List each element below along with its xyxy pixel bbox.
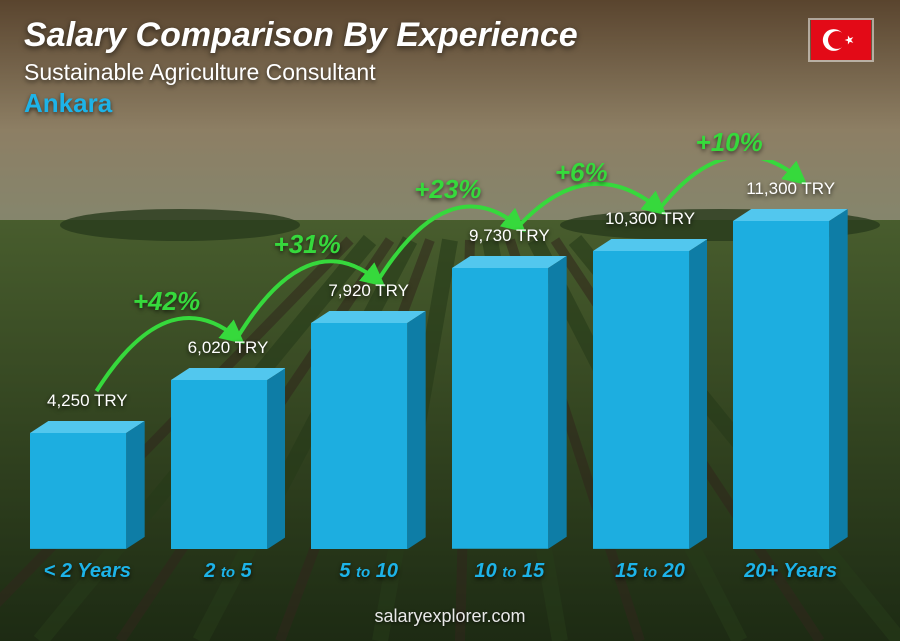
location: Ankara xyxy=(24,88,876,119)
x-axis-label: 10 to 15 xyxy=(452,560,567,583)
bar-value-label: 7,920 TRY xyxy=(328,281,409,301)
title: Salary Comparison By Experience xyxy=(24,16,876,55)
bar xyxy=(171,368,286,549)
bars-container: 4,250 TRY 6,020 TRY 7,920 TRY 9,730 TRY … xyxy=(30,160,848,549)
footer-credit: salaryexplorer.com xyxy=(0,606,900,627)
increase-percent: +6% xyxy=(555,157,608,188)
bar-value-label: 9,730 TRY xyxy=(469,226,550,246)
increase-percent: +31% xyxy=(274,229,341,260)
bar-value-label: 6,020 TRY xyxy=(188,338,269,358)
x-axis-label: 2 to 5 xyxy=(171,560,286,583)
bar-wrap: 6,020 TRY xyxy=(171,160,286,549)
increase-percent: +23% xyxy=(414,174,481,205)
bar xyxy=(593,239,708,549)
x-axis-label: 20+ Years xyxy=(733,560,848,583)
bar-value-label: 4,250 TRY xyxy=(47,391,128,411)
flag-icon xyxy=(808,18,874,62)
header: Salary Comparison By Experience Sustaina… xyxy=(24,16,876,119)
bar xyxy=(30,421,145,549)
subtitle: Sustainable Agriculture Consultant xyxy=(24,59,876,86)
bar xyxy=(452,256,567,549)
bar-wrap: 4,250 TRY xyxy=(30,160,145,549)
bar xyxy=(311,311,426,549)
bar-wrap: 11,300 TRY xyxy=(733,160,848,549)
x-axis-labels: < 2 Years 2 to 5 5 to 10 10 to 15 15 to 20 20… xyxy=(30,560,848,583)
bar-value-label: 11,300 TRY xyxy=(746,179,835,199)
x-axis-label: 15 to 20 xyxy=(593,560,708,583)
increase-percent: +10% xyxy=(696,127,763,158)
x-axis-label: < 2 Years xyxy=(30,560,145,583)
bar-value-label: 10,300 TRY xyxy=(605,209,695,229)
bar-wrap: 10,300 TRY xyxy=(593,160,708,549)
bar-wrap: 7,920 TRY xyxy=(311,160,426,549)
bar-chart: 4,250 TRY 6,020 TRY 7,920 TRY 9,730 TRY … xyxy=(30,160,848,583)
infographic-canvas: Salary Comparison By Experience Sustaina… xyxy=(0,0,900,641)
bar-wrap: 9,730 TRY xyxy=(452,160,567,549)
increase-percent: +42% xyxy=(133,286,200,317)
bar xyxy=(733,209,848,549)
x-axis-label: 5 to 10 xyxy=(311,560,426,583)
